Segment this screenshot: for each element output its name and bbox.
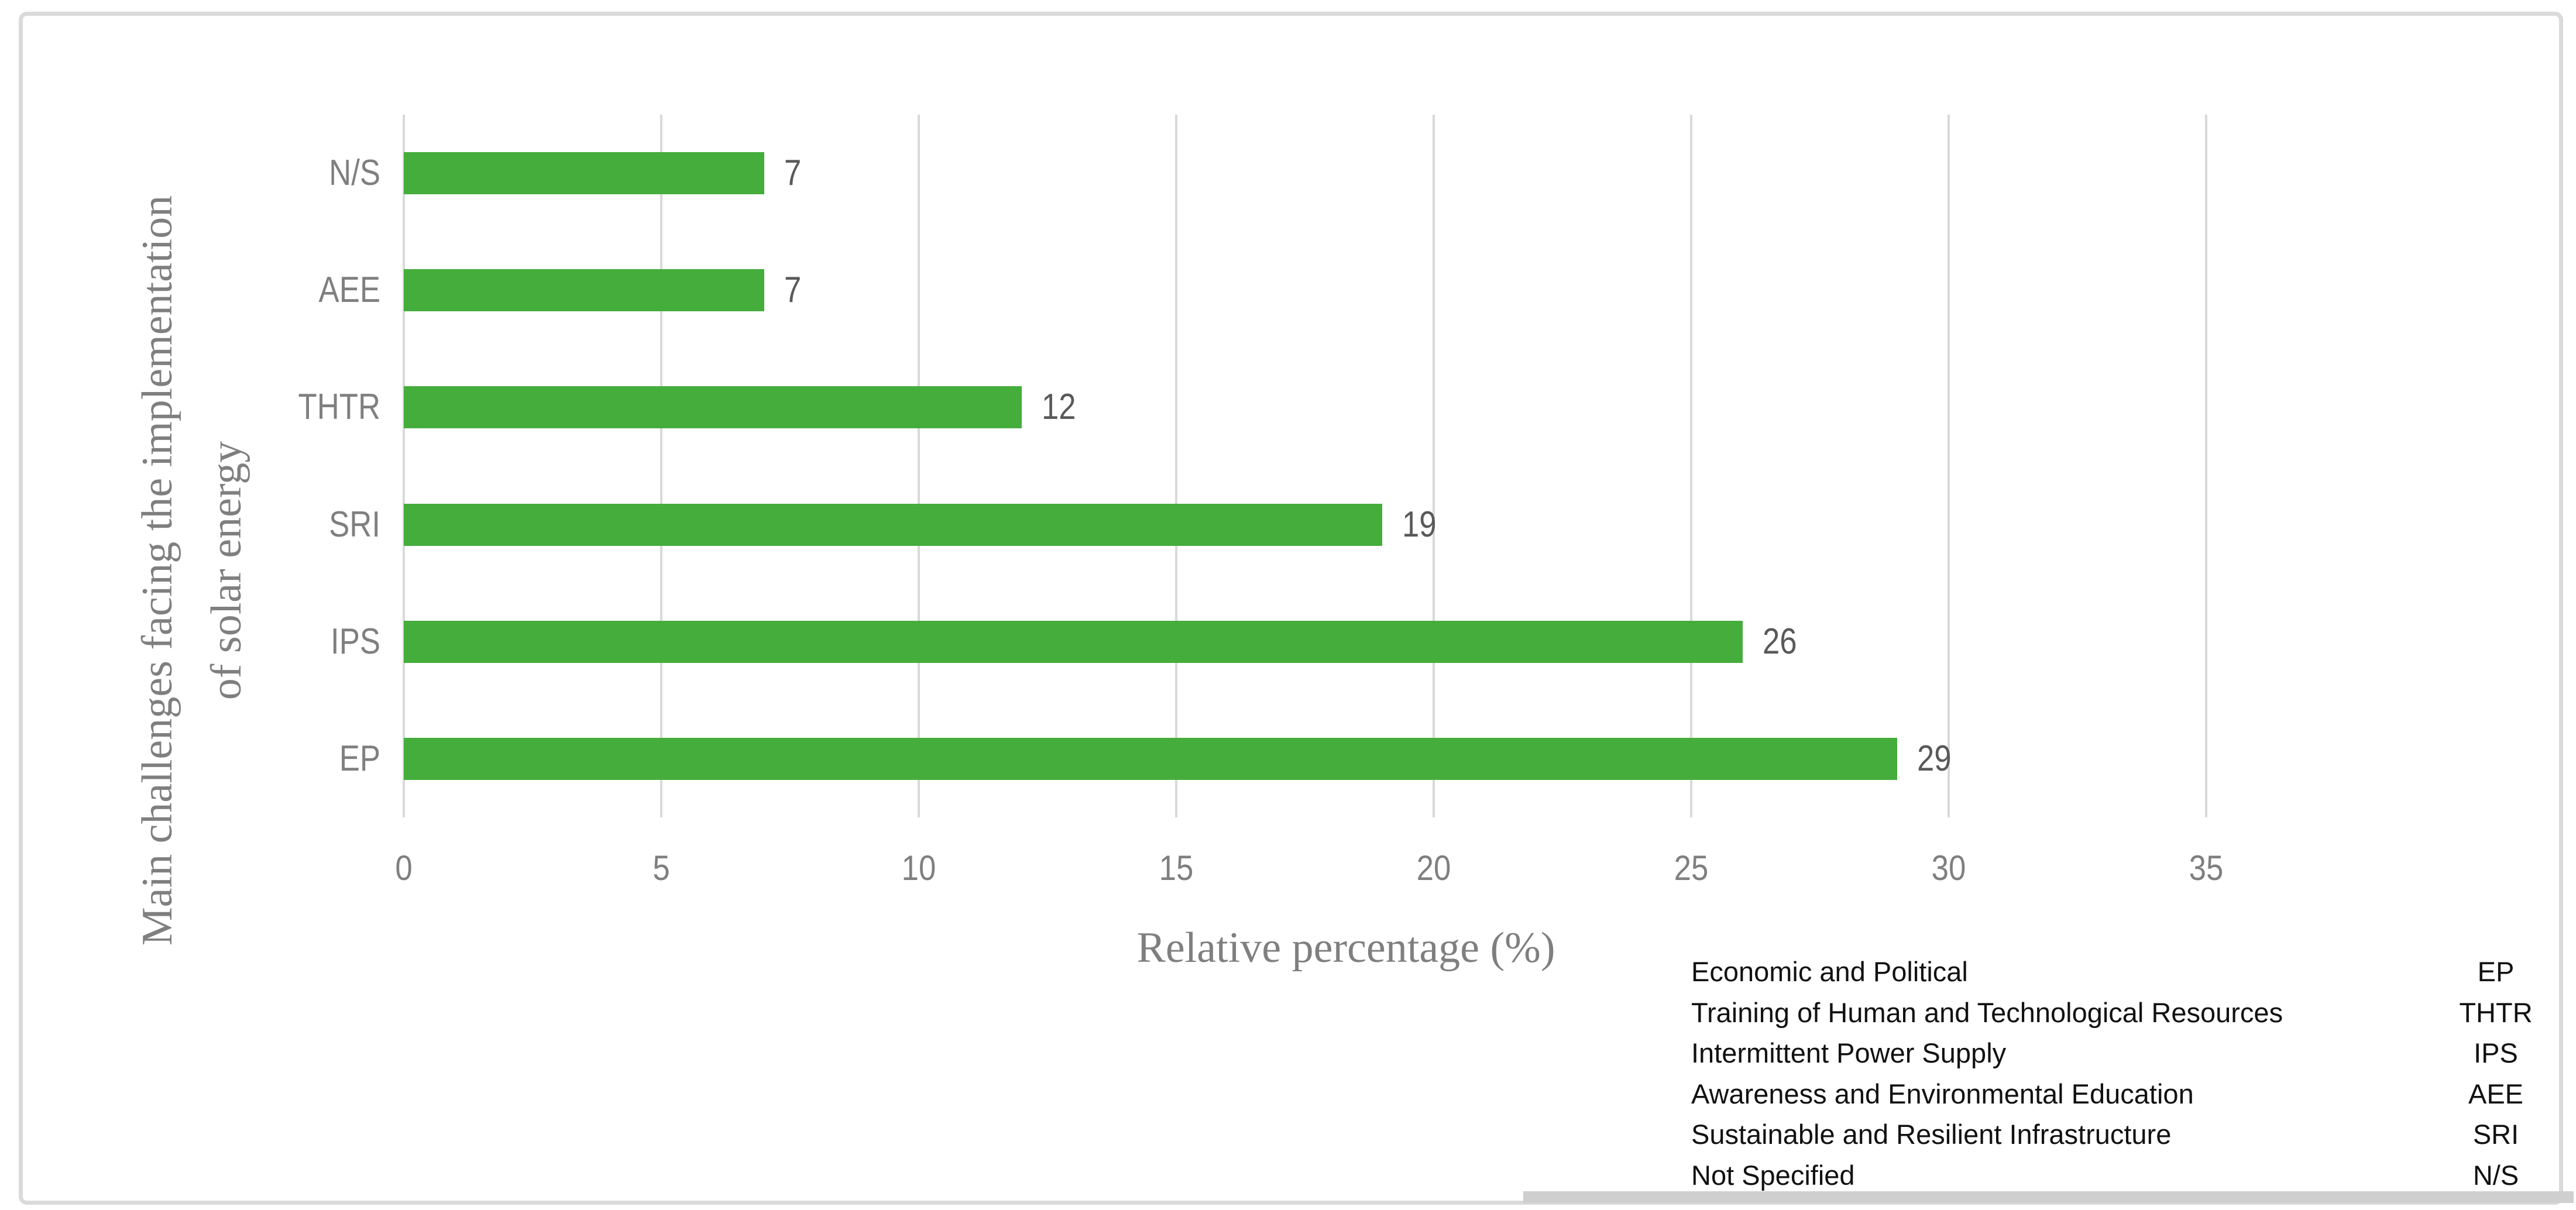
legend-abbr: EP — [2477, 956, 2515, 987]
scrollbar-strip — [1523, 1191, 2574, 1203]
gridline — [1948, 115, 1950, 817]
bar — [404, 503, 1382, 546]
gridline — [2205, 115, 2207, 817]
legend-name: Awareness and Environmental Education — [1691, 1078, 2194, 1109]
legend-name: Sustainable and Resilient Infrastructure — [1691, 1119, 2172, 1150]
bar — [404, 386, 1022, 429]
legend-name: Intermittent Power Supply — [1691, 1037, 2007, 1068]
gridline — [1433, 115, 1435, 817]
legend-abbr: SRI — [2472, 1119, 2519, 1150]
tick-label: 10 — [901, 848, 936, 888]
legend-name: Not Specified — [1691, 1160, 1855, 1191]
bar — [404, 620, 1743, 663]
tick-label: 35 — [2189, 848, 2224, 888]
bar — [404, 152, 764, 195]
tick-label: 0 — [395, 848, 413, 888]
y-axis-title-line2: of solar energy — [202, 441, 250, 700]
category-label: EP — [339, 738, 380, 779]
category-label: N/S — [329, 153, 380, 194]
legend-abbr: THTR — [2459, 997, 2533, 1028]
tick-label: 5 — [652, 848, 670, 888]
value-label: 29 — [1917, 738, 1952, 779]
tick-label: 20 — [1416, 848, 1451, 888]
bar — [404, 737, 1897, 780]
category-label: AEE — [318, 270, 380, 311]
x-axis-title: Relative percentage (%) — [1136, 924, 1555, 972]
gridline — [660, 115, 662, 817]
category-label: SRI — [329, 504, 380, 545]
bar — [404, 269, 764, 312]
legend-abbr: N/S — [2472, 1160, 2519, 1191]
legend-name: Training of Human and Technological Reso… — [1691, 997, 2283, 1028]
gridline — [403, 115, 405, 817]
gridline — [918, 115, 920, 817]
value-label: 26 — [1763, 621, 1797, 662]
tick-label: 30 — [1931, 848, 1966, 888]
y-axis-title-line1: Main challenges facing the implementatio… — [133, 195, 181, 946]
value-label: 19 — [1402, 504, 1437, 545]
tick-label: 15 — [1159, 848, 1194, 888]
figure-frame — [19, 12, 2563, 1205]
category-label: IPS — [331, 621, 380, 662]
legend-name: Economic and Political — [1691, 956, 1968, 987]
gridline — [1175, 115, 1177, 817]
legend-abbr: AEE — [2468, 1078, 2524, 1109]
tick-label: 25 — [1674, 848, 1709, 888]
value-label: 7 — [784, 270, 802, 311]
category-label: THTR — [298, 387, 380, 428]
y-axis-title: Main challenges facing the implementatio… — [123, 73, 263, 1068]
legend-abbr: IPS — [2474, 1037, 2518, 1068]
gridline — [1690, 115, 1692, 817]
value-label: 12 — [1042, 387, 1076, 428]
value-label: 7 — [784, 153, 802, 194]
